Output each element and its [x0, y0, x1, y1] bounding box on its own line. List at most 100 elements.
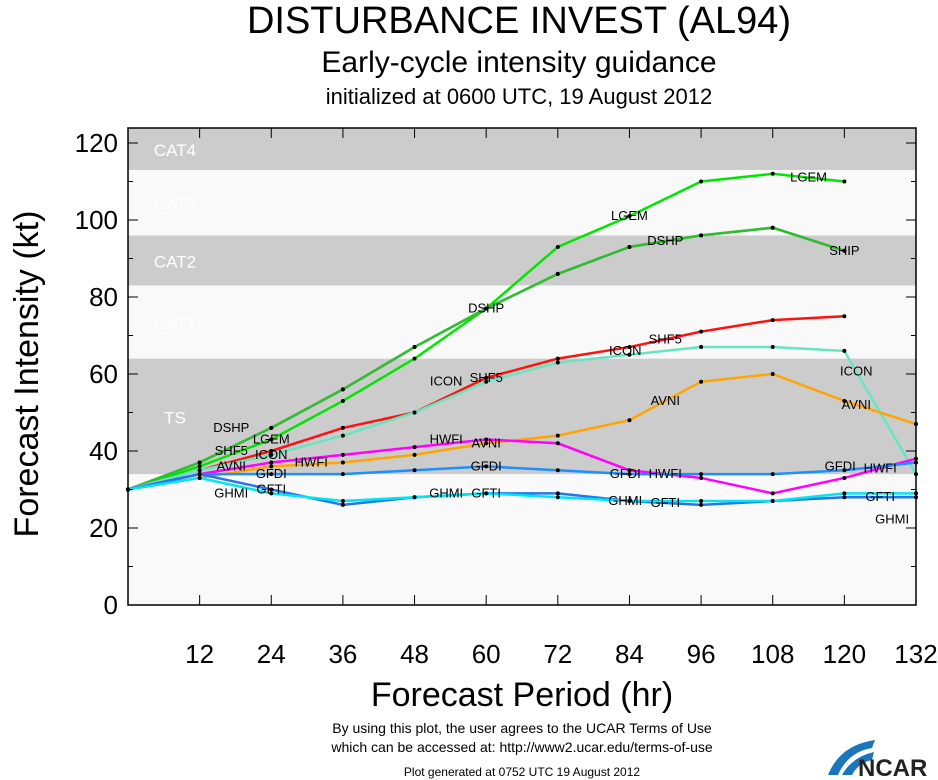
data-point [627, 472, 632, 477]
data-point [269, 491, 274, 496]
data-point [627, 352, 632, 357]
data-point [770, 499, 775, 504]
data-point [842, 314, 847, 319]
series-label: GFDI [825, 458, 856, 473]
series-label: GFTI [471, 485, 501, 500]
x-tick-label: 12 [185, 639, 214, 669]
data-point [770, 491, 775, 496]
series-label: HWFI [864, 460, 897, 475]
band-cat3 [128, 169, 916, 236]
data-point [269, 437, 274, 442]
data-point [340, 502, 345, 507]
data-point [699, 472, 704, 477]
data-point [340, 472, 345, 477]
data-point [484, 379, 489, 384]
series-label: DSHP [213, 420, 249, 435]
x-tick-label: 84 [615, 639, 644, 669]
data-point [269, 464, 274, 469]
data-point [340, 425, 345, 430]
footer-terms-1: By using this plot, the user agrees to t… [332, 720, 712, 736]
footer-generated: Plot generated at 0752 UTC 19 August 201… [404, 765, 640, 779]
series-label: GFDI [256, 466, 287, 481]
data-point [269, 449, 274, 453]
data-point [555, 356, 560, 361]
data-point [412, 452, 417, 457]
data-point [770, 225, 775, 230]
data-point [627, 418, 632, 423]
chart-subtitle: Early-cycle intensity guidance [321, 46, 716, 79]
data-point [412, 495, 417, 500]
series-label: ICON [609, 343, 642, 358]
y-tick-label: 40 [89, 436, 118, 466]
y-tick-label: 60 [89, 359, 118, 389]
series-label: DSHP [647, 233, 683, 248]
series-label: AVNI [651, 393, 680, 408]
series-label: SHF5 [215, 443, 248, 458]
data-point [484, 491, 489, 496]
data-point [484, 464, 489, 469]
series-label: GHMI [214, 485, 248, 500]
data-point [269, 460, 274, 465]
data-point [699, 345, 704, 350]
data-point [699, 379, 704, 384]
data-point [627, 468, 632, 473]
x-tick-label: 96 [687, 639, 716, 669]
series-label: DSHP [468, 301, 504, 316]
series-label: GFDI [610, 466, 641, 481]
x-tick-label: 48 [400, 639, 429, 669]
x-tick-label: 120 [823, 639, 866, 669]
series-label: GHMI [429, 485, 463, 500]
series-label: ICON [430, 374, 463, 389]
x-tick-label: 36 [328, 639, 357, 669]
y-tick-label: 120 [75, 128, 118, 158]
svg-text:NCAR: NCAR [858, 755, 927, 780]
data-point [197, 472, 202, 477]
data-point [699, 475, 704, 480]
data-point [484, 441, 489, 446]
data-point [555, 271, 560, 276]
data-point [340, 452, 345, 457]
band-cat4 [128, 128, 916, 170]
data-point [340, 460, 345, 465]
band-label: TS [164, 408, 186, 427]
series-label: ICON [840, 363, 873, 378]
data-point [770, 472, 775, 477]
data-point [842, 468, 847, 473]
series-lines [126, 171, 918, 507]
data-point [340, 387, 345, 392]
data-point [555, 468, 560, 473]
data-point [484, 375, 489, 380]
data-point [770, 345, 775, 350]
series-label: LGEM [253, 431, 290, 446]
x-tick-label: 108 [751, 639, 794, 669]
series-label: SHF5 [470, 370, 503, 385]
series-label: GFTI [256, 482, 286, 497]
data-point [555, 491, 560, 496]
data-point [555, 360, 560, 365]
band-label: CAT2 [154, 252, 196, 271]
footer-terms-2: which can be accessed at: http://www2.uc… [330, 739, 713, 755]
x-tick-label: 24 [257, 639, 286, 669]
data-point [699, 233, 704, 238]
y-tick-label: 20 [89, 513, 118, 543]
data-point [197, 464, 202, 469]
series-label: HWFI [430, 431, 463, 446]
x-tick-label: 60 [472, 639, 501, 669]
data-point [842, 398, 847, 403]
data-point [555, 244, 560, 249]
data-point [842, 475, 847, 480]
series-label: GFTI [650, 495, 680, 510]
data-point [269, 487, 274, 492]
data-point [627, 214, 632, 219]
data-point [412, 410, 417, 415]
data-point [770, 171, 775, 176]
chart-subtitle-2: initialized at 0600 UTC, 19 August 2012 [326, 84, 712, 109]
series-label: AVNI [842, 397, 871, 412]
y-tick-label: 0 [104, 590, 118, 620]
data-point [627, 345, 632, 350]
data-point [842, 348, 847, 353]
data-point [699, 179, 704, 184]
data-point [412, 356, 417, 361]
data-point [627, 499, 632, 504]
